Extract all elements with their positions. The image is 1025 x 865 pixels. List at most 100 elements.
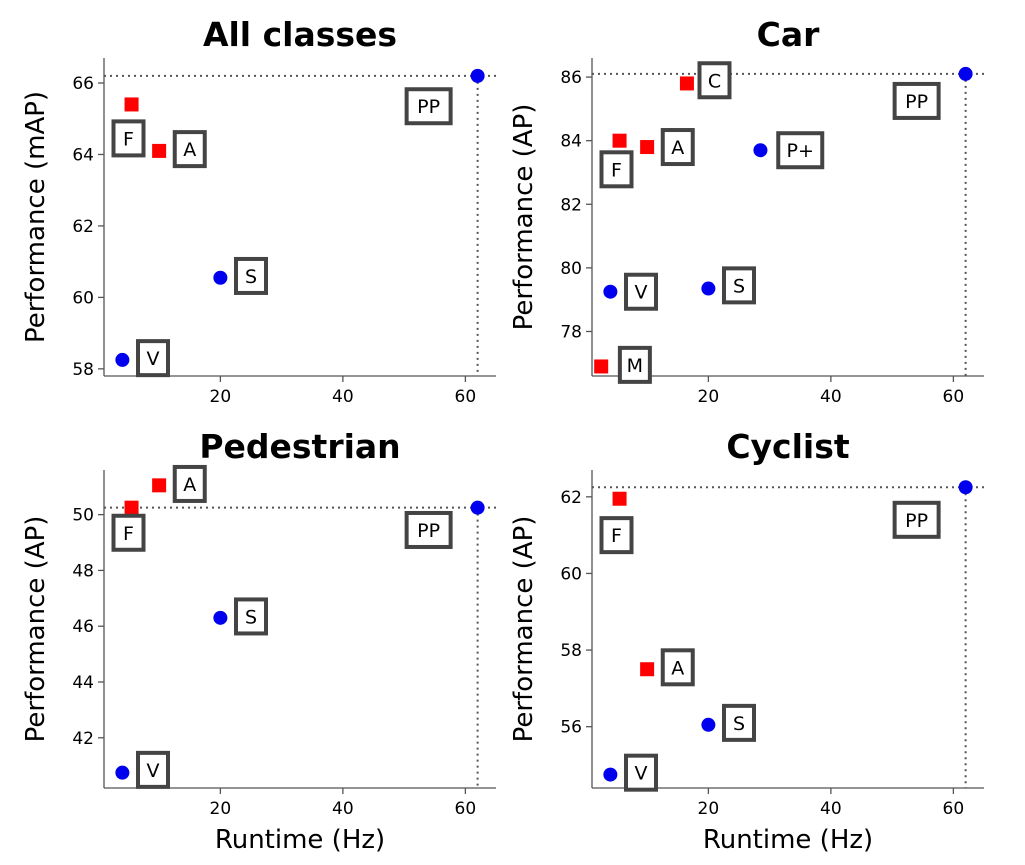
x-tick-label: 40 [332,799,354,819]
chart-panel-4: Cyclist 20 40 60 56 58 60 62 Performance (AP) Run… [509,427,984,855]
y-tick-label: 62 [560,488,582,508]
x-tick-label: 60 [943,799,965,819]
annotation-label: S [245,266,257,288]
y-tick-label: 58 [560,641,582,661]
x-tick-label: 60 [455,799,477,819]
annotation-box [697,61,732,100]
annotation-box [404,87,453,126]
annotation-f: F [111,513,146,552]
data-point-a [152,478,167,493]
data-point-c [679,76,694,91]
annotation-box [624,753,658,792]
annotation-box [660,128,695,167]
data-point-a [640,662,655,677]
y-tick-label: 48 [72,561,94,581]
data-point-f [124,97,139,112]
annotation-label: V [147,348,160,370]
y-tick-label: 46 [72,617,94,637]
annotation-box [776,131,825,170]
annotation-label: P+ [787,140,814,162]
annotation-box [234,597,268,636]
annotation-v: V [624,753,658,792]
annotation-box [172,130,207,169]
data-point-f [612,491,627,506]
y-tick-label: 58 [72,360,94,380]
data-point-s [701,281,716,296]
data-point-s [213,270,228,285]
annotation-c: C [697,61,732,100]
annotation-p-plus: P+ [776,131,825,170]
x-tick-label: 20 [698,387,720,407]
y-tick-label: 60 [560,564,582,584]
data-point-s [213,610,228,625]
x-tick-label: 40 [820,799,842,819]
chart-title: Car [757,15,820,54]
x-tick-label: 20 [210,799,232,819]
y-tick-label: 42 [72,729,94,749]
annotation-s: S [234,256,268,295]
annotation-box [136,339,170,378]
annotation-label: C [708,70,721,92]
data-point-f [124,500,139,515]
y-tick-label: 82 [560,195,582,215]
x-tick-label: 20 [698,799,720,819]
annotation-label: F [123,523,134,545]
annotation-label: V [147,760,160,782]
annotation-v: V [136,339,170,378]
annotation-box [599,150,634,189]
annotation-label: PP [905,510,928,532]
data-point-a [640,140,655,155]
annotation-box [660,648,695,687]
annotation-f: F [111,119,146,158]
annotation-label: M [627,355,643,377]
annotation-box [136,750,170,789]
annotation-label: PP [905,91,928,113]
annotation-v: V [136,750,170,789]
chart-title: Cyclist [726,427,850,466]
annotation-f: F [599,516,634,555]
annotation-label: S [733,713,745,735]
data-point-pp [470,68,485,83]
data-point-s [701,717,716,732]
annotation-label: A [671,137,684,159]
y-tick-label: 66 [72,74,94,94]
annotation-a: A [660,128,695,167]
annotation-label: A [183,139,196,161]
y-axis-label: Performance (mAP) [21,91,51,343]
y-tick-label: 80 [560,259,582,279]
annotation-box [624,272,658,311]
annotation-box [617,345,652,384]
data-point-v [115,765,130,780]
annotation-label: S [733,275,745,297]
x-axis-label: Runtime (Hz) [215,825,385,855]
annotation-pp: PP [892,81,941,120]
data-point-v [603,284,618,299]
x-tick-label: 40 [332,387,354,407]
annotation-pp: PP [404,87,453,126]
annotation-pp: PP [404,510,453,549]
annotation-label: PP [417,520,440,542]
annotation-label: F [123,128,134,150]
chart-panel-2: Car 20 40 60 78 80 82 84 86 Performance (AP) C F A P+… [509,15,984,407]
annotation-box [722,703,756,742]
x-axis-label: Runtime (Hz) [703,825,873,855]
data-point-pp [470,500,485,515]
annotation-label: V [635,282,648,304]
annotation-box [722,266,756,305]
annotation-label: PP [417,96,440,118]
annotation-box [172,464,207,503]
y-tick-label: 64 [72,145,94,165]
annotation-label: F [611,159,622,181]
annotation-box [892,81,941,120]
data-point-pp [958,66,973,81]
data-point-m [594,359,609,374]
y-tick-label: 62 [72,217,94,237]
annotation-s: S [722,266,756,305]
annotation-label: V [635,763,648,785]
data-point-v [603,767,618,782]
data-point-a [152,143,167,158]
annotation-box [599,516,634,555]
y-axis-label: Performance (AP) [509,104,539,331]
annotation-label: A [671,657,684,679]
